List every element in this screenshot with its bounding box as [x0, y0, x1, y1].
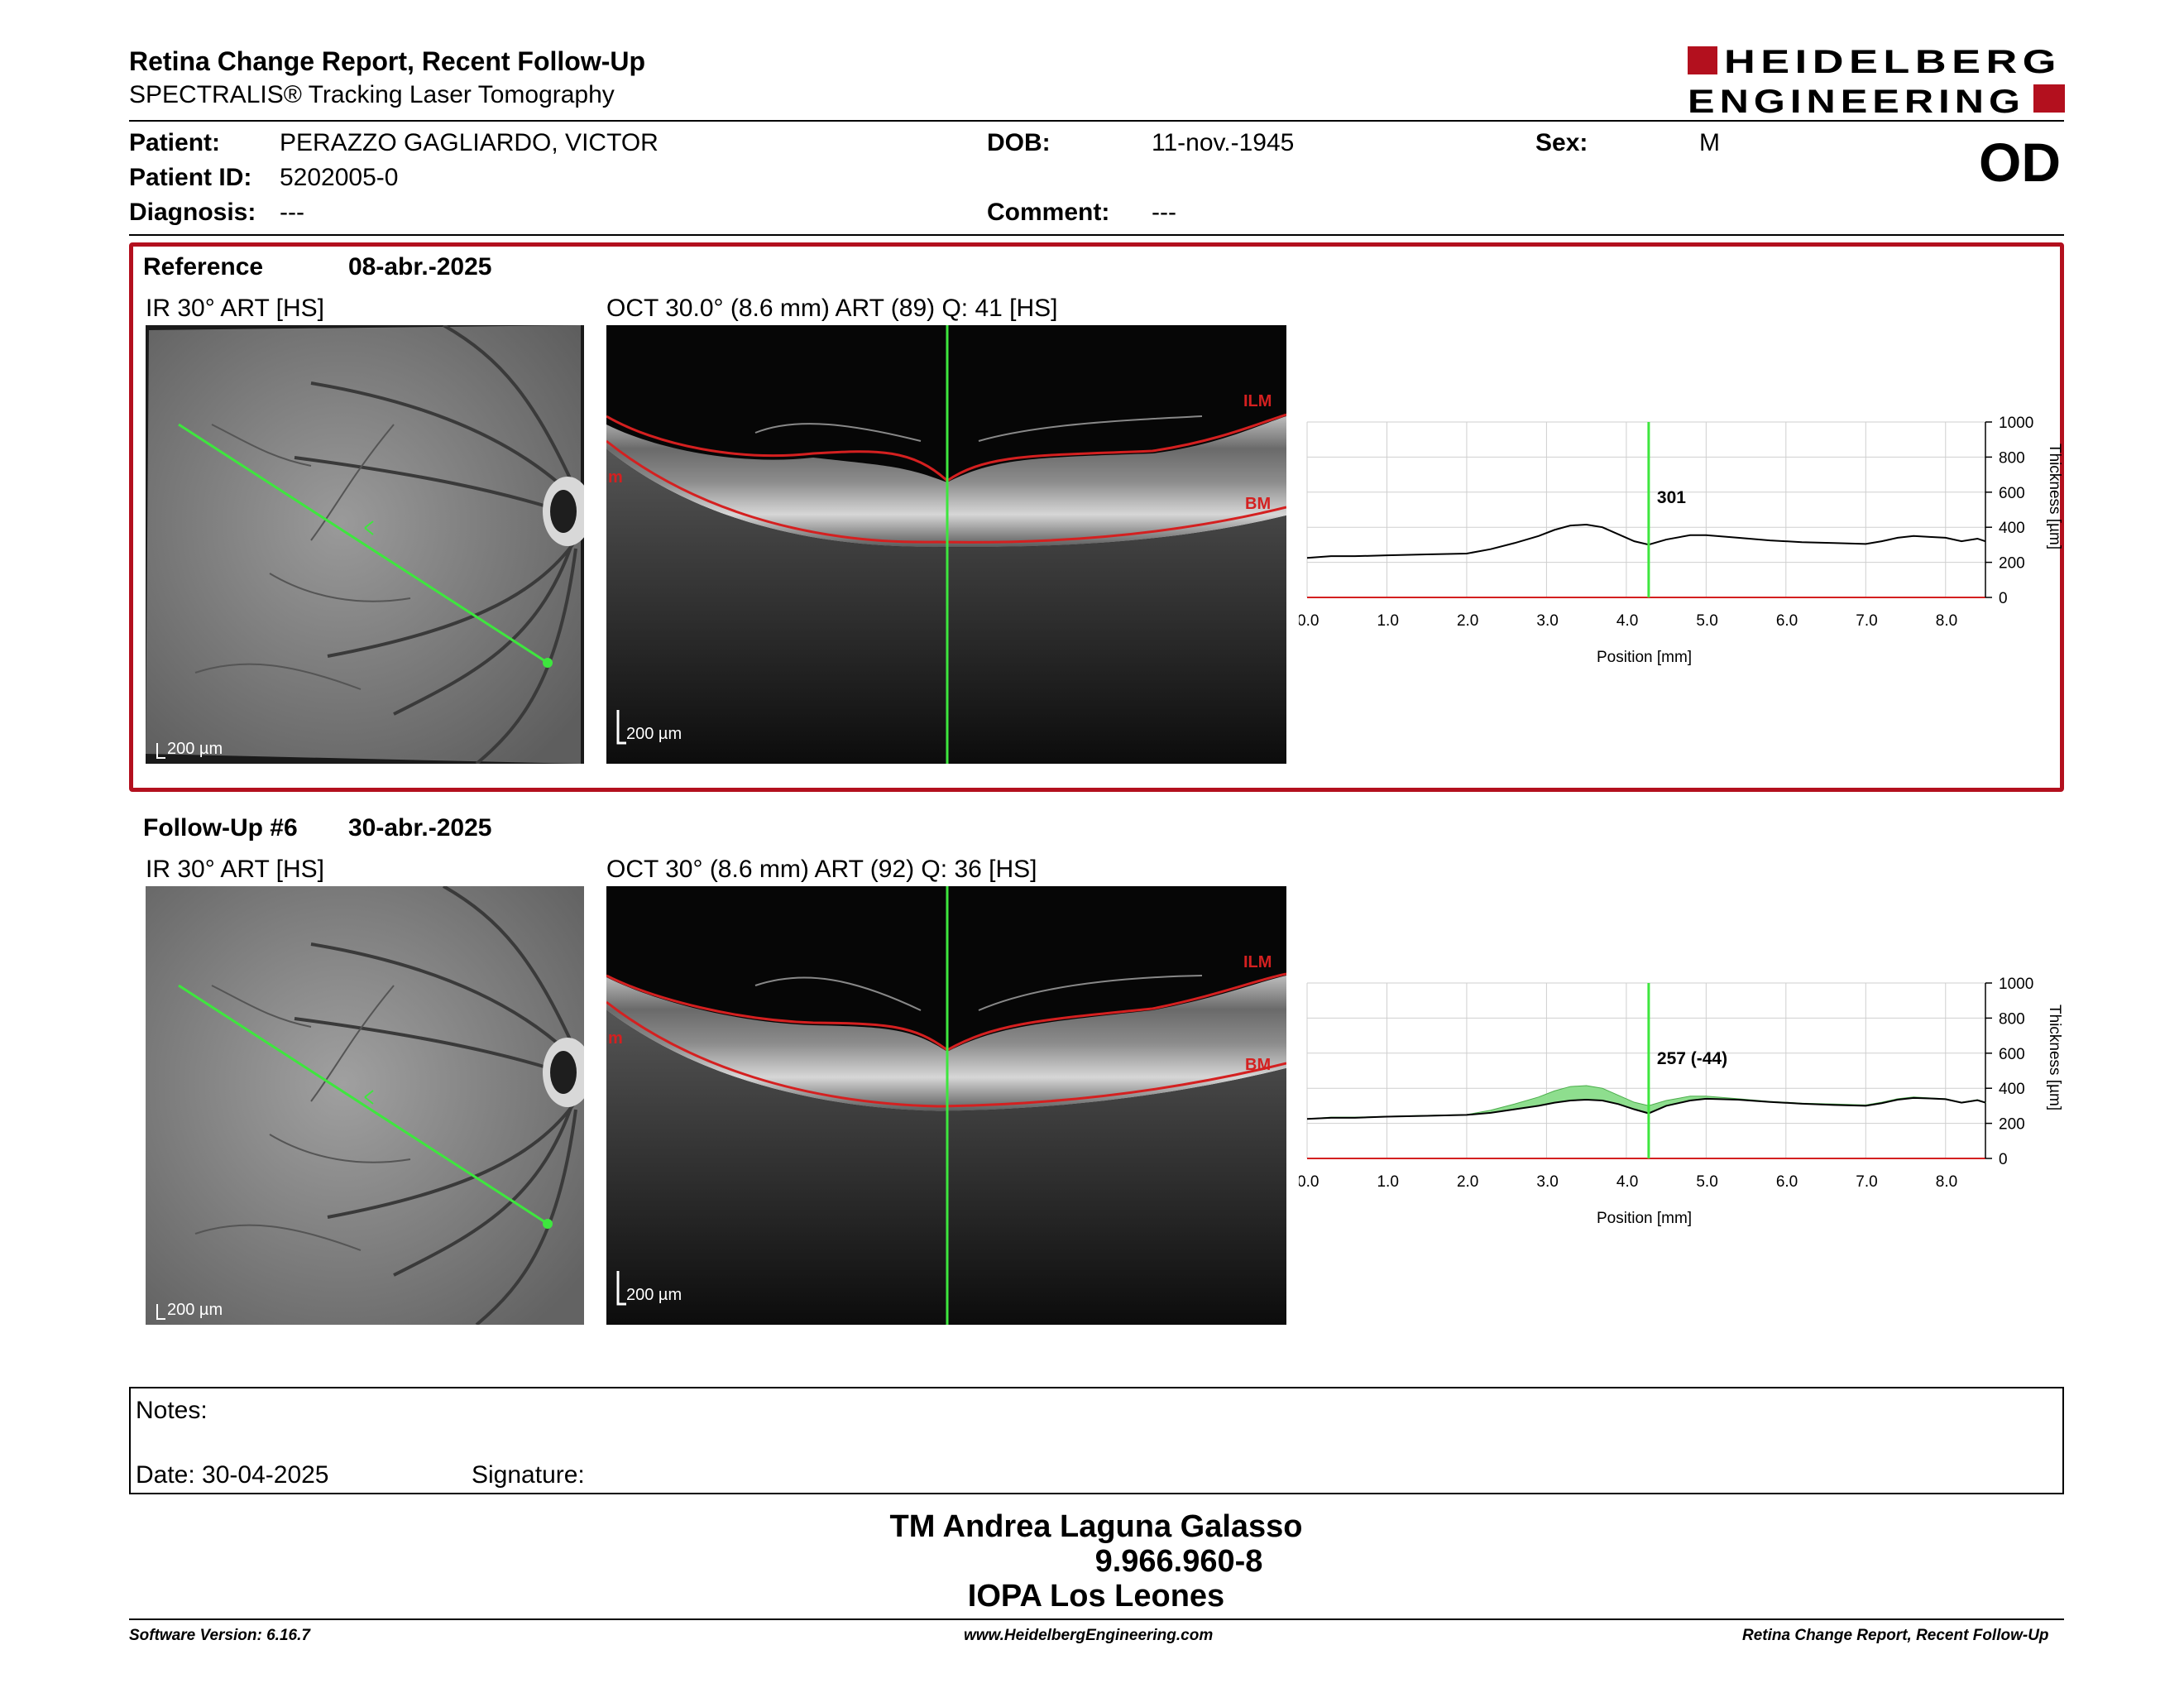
reference-chart-ytick: 1000 — [1999, 415, 2033, 432]
diagnosis-value: --- — [280, 199, 304, 226]
followup-chart-ytick: 600 — [1999, 1046, 2025, 1063]
reference-scan-line — [178, 423, 548, 664]
followup-bm-label: BM — [1245, 1056, 1271, 1074]
dob-value: 11-nov.-1945 — [1152, 129, 1295, 156]
patient-id-value: 5202005-0 — [280, 164, 399, 191]
eye-indicator: OD — [1979, 132, 2061, 193]
sex-value: M — [1699, 129, 1720, 156]
reference-bm-line — [606, 439, 1286, 544]
logo-line1: HEIDELBERG — [1724, 46, 2062, 80]
reference-ir-scale: 200 µm — [167, 740, 223, 758]
report-subtitle: SPECTRALIS® Tracking Laser Tomography — [129, 81, 615, 108]
followup-chart-ytick: 800 — [1999, 1010, 2025, 1028]
reference-ilm-label: ILM — [1243, 392, 1272, 410]
reference-oct-scale: 200 µm — [626, 725, 682, 743]
heidelberg-logo: HEIDELBERG ENGINEERING — [1688, 44, 2068, 120]
followup-bm-line — [606, 1000, 1286, 1108]
reference-label: Reference — [143, 253, 264, 281]
reference-chart-xtick: 6.0 — [1776, 612, 1798, 630]
comment-value: --- — [1152, 199, 1176, 226]
reference-chart-ytick: 0 — [1999, 590, 2008, 607]
footer-report-name: Retina Change Report, Recent Follow-Up — [1742, 1627, 2049, 1644]
followup-date: 30-abr.-2025 — [348, 814, 492, 842]
software-version: Software Version: 6.16.7 — [129, 1627, 310, 1644]
followup-chart-ytick: 400 — [1999, 1081, 2025, 1098]
patient-id-label: Patient ID: — [129, 164, 252, 191]
reference-chart-xtick: 4.0 — [1616, 612, 1638, 630]
header-divider — [129, 120, 2064, 122]
reference-chart-xlabel: Position [mm] — [1597, 649, 1692, 666]
diagnosis-label: Diagnosis: — [129, 199, 256, 226]
followup-ir-scale: 200 µm — [167, 1301, 223, 1319]
followup-m-label: m — [608, 1029, 623, 1048]
followup-chart-xlabel: Position [mm] — [1597, 1210, 1692, 1227]
reference-thickness-chart: 0.0 1.0 2.0 3.0 4.0 5.0 6.0 7.0 8.0 0 200 400 600 800… — [1297, 414, 2076, 679]
followup-ilm-label: ILM — [1243, 953, 1272, 971]
reference-chart-xtick: 0.0 — [1299, 612, 1319, 630]
signer-name: TM Andrea Laguna Galasso — [889, 1509, 1303, 1544]
reference-oct-title: OCT 30.0° (8.6 mm) ART (89) Q: 41 [HS] — [606, 295, 1058, 322]
reference-ir-image: 200 µm — [146, 325, 584, 764]
followup-chart-xtick: 8.0 — [1936, 1173, 1957, 1191]
logo-line2: ENGINEERING — [1688, 84, 2025, 116]
followup-oct-scale: 200 µm — [626, 1286, 682, 1304]
reference-chart-xtick: 5.0 — [1696, 612, 1717, 630]
followup-oct-title: OCT 30° (8.6 mm) ART (92) Q: 36 [HS] — [606, 856, 1037, 883]
footer-divider — [129, 1618, 2064, 1620]
reference-chart-ylabel: Thickness [µm] — [2046, 444, 2063, 549]
reference-section — [129, 242, 2064, 792]
patient-label: Patient: — [129, 129, 221, 156]
reference-chart-ytick: 800 — [1999, 449, 2025, 467]
followup-chart-xtick: 0.0 — [1299, 1173, 1319, 1191]
signer-institution: IOPA Los Leones — [967, 1579, 1225, 1614]
reference-chart-ytick: 400 — [1999, 520, 2025, 537]
followup-chart-xtick: 6.0 — [1776, 1173, 1798, 1191]
reference-chart-xtick: 8.0 — [1936, 612, 1957, 630]
followup-ir-title: IR 30° ART [HS] — [146, 856, 324, 883]
followup-chart-ytick: 200 — [1999, 1116, 2025, 1134]
signer-id: 9.966.960-8 — [1094, 1544, 1263, 1579]
info-divider — [129, 234, 2064, 236]
followup-chart-xtick: 1.0 — [1377, 1173, 1398, 1191]
website-link[interactable]: www.HeidelbergEngineering.com — [964, 1627, 1214, 1644]
notes-box[interactable]: Notes: Date: 30-04-2025 Signature: — [129, 1387, 2064, 1494]
reference-oct-image: ILM BM m 200 µm — [606, 325, 1286, 764]
followup-ir-image: 200 µm — [146, 886, 584, 1325]
followup-chart-xtick: 7.0 — [1856, 1173, 1877, 1191]
reference-chart-xtick: 1.0 — [1377, 612, 1398, 630]
followup-chart-xtick: 4.0 — [1616, 1173, 1638, 1191]
reference-bm-label: BM — [1245, 495, 1271, 513]
followup-chart-cursor-label: 257 (-44) — [1657, 1049, 1727, 1068]
reference-chart-cursor-label: 301 — [1657, 488, 1686, 507]
followup-scan-line — [178, 984, 548, 1225]
followup-label: Follow-Up #6 — [143, 814, 298, 842]
reference-chart-xtick: 3.0 — [1536, 612, 1558, 630]
notes-date: Date: 30-04-2025 — [136, 1461, 329, 1489]
sex-label: Sex: — [1535, 129, 1588, 156]
reference-ir-title: IR 30° ART [HS] — [146, 295, 324, 322]
followup-chart-xtick: 3.0 — [1536, 1173, 1558, 1191]
followup-oct-image: ILM BM m 200 µm — [606, 886, 1286, 1325]
reference-m-label: m — [608, 468, 623, 487]
reference-chart-ytick: 200 — [1999, 555, 2025, 573]
reference-chart-xtick: 2.0 — [1457, 612, 1478, 630]
followup-chart-ytick: 0 — [1999, 1151, 2008, 1168]
followup-thickness-chart: 0.0 1.0 2.0 3.0 4.0 5.0 6.0 7.0 8.0 0 200 400 600 800… — [1297, 975, 2076, 1240]
followup-chart-ylabel: Thickness [µm] — [2046, 1005, 2063, 1110]
dob-label: DOB: — [987, 129, 1051, 156]
followup-chart-xtick: 5.0 — [1696, 1173, 1717, 1191]
comment-label: Comment: — [987, 199, 1110, 226]
report-title: Retina Change Report, Recent Follow-Up — [129, 46, 646, 76]
reference-chart-thickness-line — [1306, 524, 1986, 559]
notes-label: Notes: — [136, 1397, 208, 1424]
patient-name: PERAZZO GAGLIARDO, VICTOR — [280, 129, 659, 156]
signature-label: Signature: — [472, 1461, 585, 1489]
reference-chart-xtick: 7.0 — [1856, 612, 1877, 630]
reference-date: 08-abr.-2025 — [348, 253, 492, 281]
followup-chart-thickness-line — [1306, 1096, 1986, 1120]
followup-chart-xtick: 2.0 — [1457, 1173, 1478, 1191]
reference-chart-ytick: 600 — [1999, 485, 2025, 502]
followup-chart-ytick: 1000 — [1999, 976, 2033, 993]
